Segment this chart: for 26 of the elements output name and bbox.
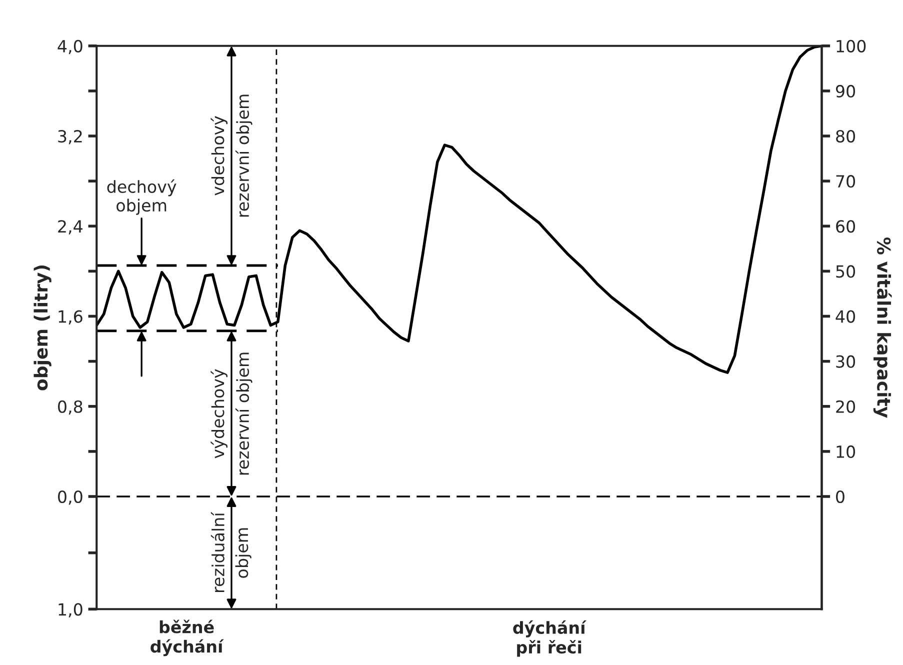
y2-tick-label: 0 xyxy=(836,490,844,504)
y2-tick-label: 20 xyxy=(836,400,856,413)
y-tick-label: 1,6 xyxy=(58,310,82,325)
y-tick-label: 4,0 xyxy=(58,40,82,54)
y-tick-label: 0,0 xyxy=(58,490,82,505)
y-axis-title: objem (litry) xyxy=(34,266,52,390)
y2-tick-label: 90 xyxy=(836,84,856,98)
y2-tick-label: 30 xyxy=(836,355,856,368)
y-tick-label: 2,4 xyxy=(58,220,82,234)
annotation: dechový objem xyxy=(107,179,176,215)
y2-tick-label: 100 xyxy=(836,40,866,52)
text: běžné dýchání xyxy=(150,620,224,656)
y2-tick-label: 70 xyxy=(836,175,856,188)
y2-tick-label: 80 xyxy=(836,130,856,143)
text: dýchání při řeči xyxy=(513,620,586,657)
annotation: vdechový rezervní objem xyxy=(210,94,252,217)
y2-axis-title: % vitálni kapacity xyxy=(873,237,892,418)
y-tick-label: 3,2 xyxy=(58,130,82,144)
y2-tick-label: 60 xyxy=(836,220,856,233)
annotation: reziduální objem xyxy=(210,512,252,592)
y2-tick-label: 50 xyxy=(836,265,856,278)
y2-tick-label: 10 xyxy=(836,445,856,458)
y-tick-label: 1,0 xyxy=(58,603,82,618)
y-tick-label: 0,8 xyxy=(58,400,82,415)
annotation: výdechový rezervní objem xyxy=(210,352,252,475)
y2-tick-label: 40 xyxy=(836,310,856,323)
